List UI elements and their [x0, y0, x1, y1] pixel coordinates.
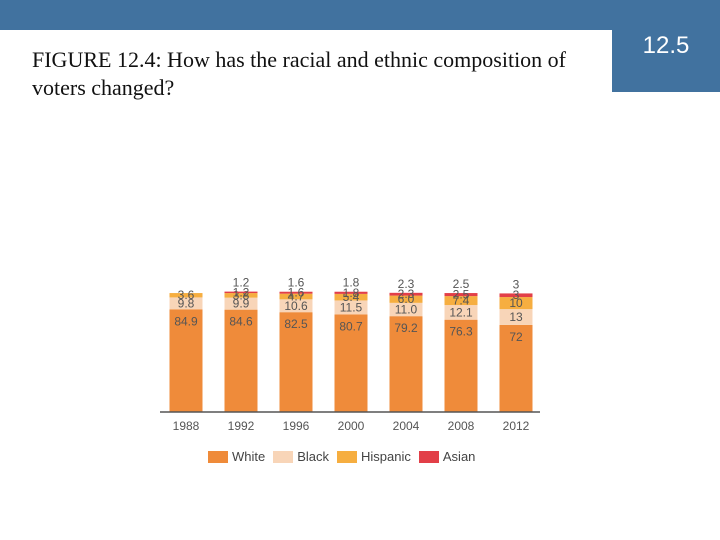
- bar-asian-1996: [279, 291, 313, 294]
- legend-item-white: White: [208, 449, 265, 464]
- legend-swatch-hispanic: [337, 450, 358, 463]
- data-label-asian-1992: 1.2: [233, 285, 250, 299]
- bar-asian-2008: [444, 293, 478, 297]
- data-label-asian-1996: 1.6: [288, 286, 305, 300]
- data-label-white-2008: 76.3: [449, 325, 473, 339]
- bar-hispanic-2000: [334, 293, 368, 301]
- bar-white-1996: [279, 312, 313, 412]
- x-tick-label-1988: 1988: [173, 419, 200, 433]
- x-tick-label-1996: 1996: [283, 419, 310, 433]
- bar-black-1988: [169, 297, 203, 310]
- section-number: 12.5: [642, 32, 690, 59]
- data-label-white-2012: 72: [509, 330, 523, 344]
- data-label-black-2000: 11.5: [340, 300, 363, 314]
- bar-hispanic-1996: [279, 293, 313, 300]
- legend-item-black: Black: [273, 449, 329, 464]
- data-label-black-2012: 13: [509, 310, 523, 324]
- data-label-hispanic-2004: 6.0: [398, 292, 415, 306]
- legend-label-hispanic: Hispanic: [361, 449, 411, 464]
- bar-white-2000: [334, 314, 368, 412]
- bar-hispanic-2008: [444, 296, 478, 306]
- data-label-asian-2004: 2.3: [398, 277, 415, 291]
- bar-white-1992: [224, 309, 258, 412]
- data-label-asian-1992: 1.2: [233, 276, 250, 290]
- bar-black-2000: [334, 300, 368, 315]
- legend-swatch-white: [208, 450, 228, 463]
- bar-asian-2012: [499, 293, 533, 298]
- legend-label-white: White: [232, 449, 266, 464]
- x-tick-label-2012: 2012: [503, 419, 530, 433]
- bar-hispanic-2012: [499, 297, 533, 310]
- data-label-asian-2000: 1.8: [343, 286, 360, 300]
- data-label-black-1992: 9.9: [233, 297, 250, 311]
- bar-black-2012: [499, 309, 533, 325]
- data-label-asian-2012: 3: [513, 288, 520, 302]
- data-label-asian-2004: 2.3: [398, 287, 415, 301]
- data-label-asian-2008: 2.5: [453, 277, 470, 291]
- bar-hispanic-1988: [169, 293, 203, 298]
- bar-asian-2004: [389, 292, 423, 296]
- bar-hispanic-2004: [389, 295, 423, 303]
- bar-white-2012: [499, 324, 533, 412]
- legend-swatch-asian: [418, 450, 439, 463]
- bar-white-2004: [389, 316, 423, 412]
- legend-label-black: Black: [297, 449, 330, 464]
- bar-black-2008: [444, 305, 478, 320]
- bar-black-1992: [224, 297, 258, 310]
- data-label-hispanic-2008: 7.4: [453, 294, 470, 308]
- slide-title: FIGURE 12.4: How has the racial and ethn…: [32, 47, 567, 100]
- x-tick-label-2004: 2004: [393, 419, 420, 433]
- legend-item-hispanic: Hispanic: [337, 449, 411, 464]
- data-label-white-2004: 79.2: [394, 321, 418, 335]
- section-number-badge: 12.5: [612, 0, 720, 92]
- bar-white-1988: [169, 309, 203, 412]
- data-label-black-2008: 12.1: [449, 305, 473, 319]
- bar-asian-2000: [334, 291, 368, 294]
- bar-black-2004: [389, 302, 423, 317]
- data-label-black-1996: 10.6: [284, 299, 308, 313]
- data-label-white-1992: 84.6: [229, 315, 253, 329]
- data-label-black-2004: 11.0: [395, 303, 418, 317]
- bar-hispanic-1992: [224, 293, 258, 298]
- legend-label-asian: Asian: [442, 449, 476, 464]
- data-label-white-2000: 80.7: [339, 319, 363, 333]
- bar-asian-1992: [224, 291, 258, 294]
- data-label-asian-2000: 1.8: [343, 276, 360, 290]
- x-tick-label-2000: 2000: [338, 419, 365, 433]
- x-tick-label-2008: 2008: [448, 419, 475, 433]
- bar-white-2008: [444, 319, 478, 412]
- legend-swatch-black: [273, 450, 294, 463]
- stacked-bar-chart: 84.99.83.6198884.69.93.81.21.2199282.510…: [160, 276, 540, 433]
- data-label-black-1988: 9.8: [178, 296, 195, 310]
- chart-legend: White Black Hispanic Asian: [208, 449, 483, 464]
- data-label-white-1988: 84.9: [174, 314, 198, 328]
- data-label-asian-2012: 3: [513, 277, 520, 291]
- data-label-hispanic-2012: 10: [509, 296, 523, 310]
- data-label-hispanic-1988: 3.6: [178, 288, 195, 302]
- header-bar: [0, 0, 720, 30]
- legend-item-asian: Asian: [418, 449, 476, 464]
- data-label-white-1996: 82.5: [284, 317, 308, 331]
- data-label-asian-1996: 1.6: [288, 276, 305, 290]
- x-tick-label-1992: 1992: [228, 419, 255, 433]
- data-label-asian-2008: 2.5: [453, 288, 470, 302]
- bar-black-1996: [279, 299, 313, 313]
